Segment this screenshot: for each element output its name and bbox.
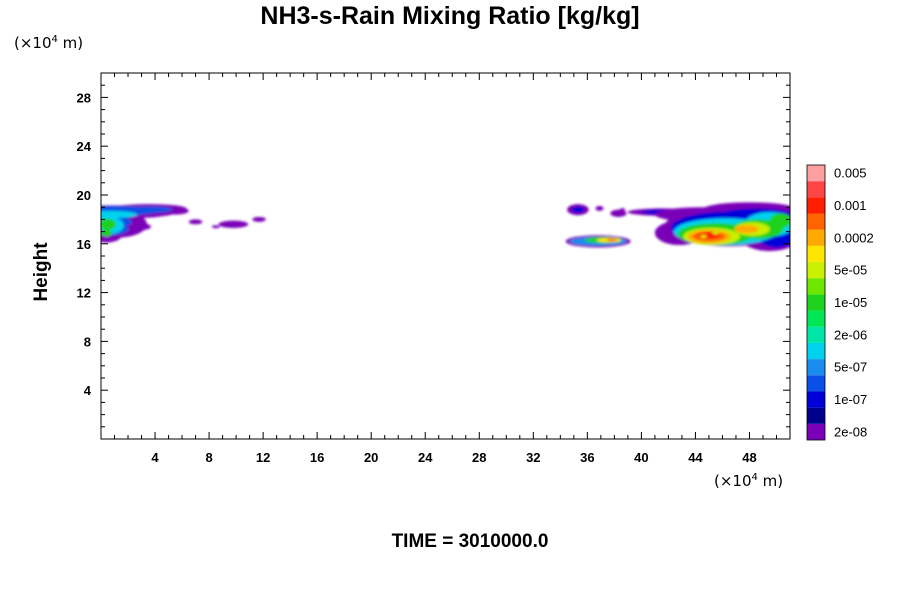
x-axis-unit: (×104 m) [714,472,784,490]
left-wisp [252,216,266,222]
right-cloud-level-8 [769,213,790,228]
colorbar-swatch [807,294,825,311]
colorbar-swatch [807,197,825,214]
colorbar: 2e-08 1e-07 5e-07 2e-06 1e-05 5e-05 0.0002 0.00… [806,164,874,441]
colorbar-swatch [807,278,825,295]
colorbar-label: 0.005 [834,166,867,181]
colorbar-label: 1e-05 [834,295,867,310]
x-tick-label: 4 [151,450,159,465]
left-wisp [211,225,220,229]
left-cloud-level-8 [101,218,116,230]
left-cloud-level-5 [101,210,138,219]
time-label: TIME = 3010000.0 [391,531,549,552]
colorbar-label: 2e-06 [834,327,867,342]
y-tick-label: 4 [84,383,92,398]
colorbar-swatch [807,375,825,392]
contour-fill [101,202,790,252]
x-tick-label: 12 [256,450,270,465]
plot-field [101,202,790,252]
right-cloud-level-12 [734,224,759,234]
colorbar-swatch [807,229,825,246]
y-tick-label: 12 [77,286,91,301]
x-tick-label: 44 [688,450,703,465]
x-axis: 4 8 12 16 20 24 28 32 36 40 44 48 [114,73,777,465]
x-tick-label: 40 [634,450,648,465]
x-tick-label: 16 [310,450,324,465]
y-tick-label: 20 [77,188,91,203]
x-tick-label: 36 [580,450,594,465]
colorbar-label: 5e-07 [834,360,867,375]
colorbar-swatch [807,342,825,360]
chart-title: NH3-s-Rain Mixing Ratio [kg/kg] [260,2,640,30]
colorbar-swatch [807,359,825,376]
y-tick-label: 8 [84,334,91,349]
right-cloud-hole [712,231,720,235]
x-tick-label: 24 [418,450,433,465]
mid-upper-level-0 [595,205,604,211]
colorbar-swatch [807,165,825,182]
colorbar-swatch [807,213,825,230]
colorbar-label: 0.0002 [834,230,874,245]
colorbar-swatch [807,181,825,198]
x-tick-label: 32 [526,450,540,465]
right-cloud-hole [700,235,707,238]
colorbar-swatch [807,310,825,327]
colorbar-swatch [807,262,825,279]
left-cloud-level-3 [123,206,173,213]
x-tick-label: 48 [742,450,756,465]
y-tick-label: 16 [77,237,91,252]
mid-upper-level-0 [619,208,626,212]
y-tick-label: 28 [77,90,91,105]
left-wisp [188,219,203,225]
left-wisp [218,220,249,228]
left-cloud-level-8 [101,229,112,237]
left-wisp [126,223,151,231]
colorbar-frame [806,164,826,441]
y-tick-label: 24 [77,139,92,154]
colorbar-label: 0.001 [834,198,867,213]
x-tick-label: 28 [472,450,486,465]
plot-frame [100,72,791,440]
y-axis-unit: (×104 m) [14,34,84,52]
colorbar-swatch [807,245,825,263]
y-axis: 4 8 12 16 20 24 28 [77,84,790,428]
mid-lower-level-13 [606,238,618,242]
colorbar-label: 5e-05 [834,263,867,278]
x-tick-label: 20 [364,450,378,465]
colorbar-swatch [807,407,825,424]
colorbar-label: 2e-08 [834,424,867,439]
mid-upper-level-2 [571,206,584,213]
x-tick-label: 8 [205,450,212,465]
colorbar-swatch [807,326,825,343]
colorbar-swatch [807,391,825,408]
colorbar-label: 1e-07 [834,392,867,407]
mid-upper-level-0 [610,209,627,217]
colorbar-swatch [807,423,825,440]
